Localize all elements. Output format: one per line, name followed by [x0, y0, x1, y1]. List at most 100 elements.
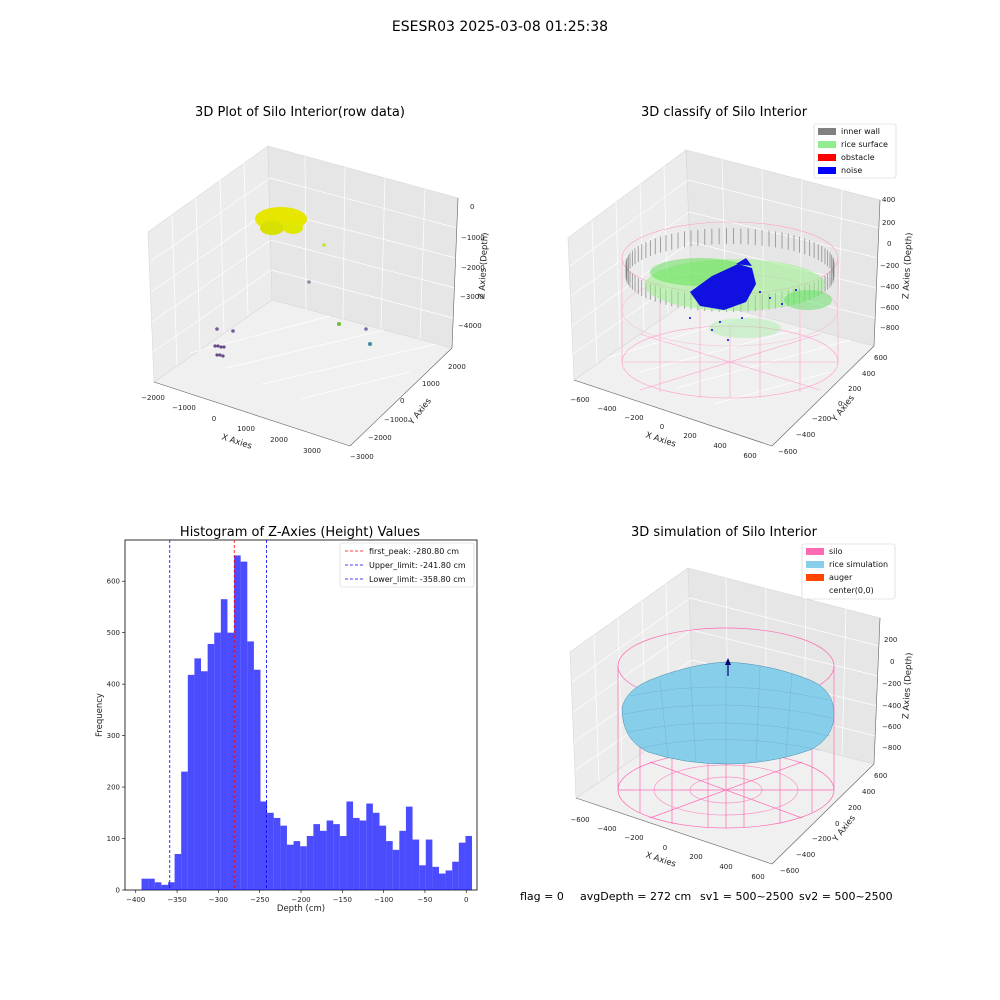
svg-text:0: 0: [400, 397, 404, 405]
svg-text:600: 600: [874, 772, 887, 780]
svg-text:200: 200: [882, 219, 895, 227]
svg-text:3000: 3000: [303, 447, 321, 455]
classify-z-axis-label: Z Axies (Depth): [901, 232, 914, 299]
histogram-bar: [326, 820, 334, 890]
svg-text:2000: 2000: [270, 436, 288, 444]
histogram-reference-lines: [169, 540, 267, 890]
raw-axes-box: [147, 145, 459, 447]
raw-y-axis-label: Y Axies: [406, 396, 434, 428]
legend-silo-swatch: [806, 548, 824, 555]
svg-text:−400: −400: [796, 851, 815, 859]
x-tick-label: −400: [126, 896, 145, 904]
sv1-status: sv1 = 500~2500: [700, 890, 794, 903]
svg-text:silo: silo: [829, 547, 843, 556]
raw-z-ticks: 0 −1000 −2000 −3000 −4000: [458, 203, 485, 330]
histogram-bar: [214, 632, 221, 890]
histogram-bar: [306, 835, 314, 890]
x-tick-label: −150: [333, 896, 352, 904]
x-tick-label: 0: [464, 896, 468, 904]
x-tick-label: −250: [250, 896, 269, 904]
svg-text:0: 0: [887, 240, 891, 248]
classify-z-ticks: 400 200 0 −200 −400 −600 −800: [880, 196, 899, 332]
y-tick-label: 500: [107, 629, 120, 637]
histogram-y-axis-label: Frequency: [95, 693, 105, 737]
svg-text:−200: −200: [882, 680, 901, 688]
svg-text:−600: −600: [570, 396, 589, 404]
histogram-x-axis-label: Depth (cm): [277, 904, 325, 914]
svg-text:600: 600: [751, 873, 764, 881]
simulation-x-ticks: −600 −400 −200 0 200 400 600: [570, 816, 764, 881]
svg-text:400: 400: [719, 863, 732, 871]
legend-inner-wall-swatch: [818, 128, 836, 135]
x-tick-label: −50: [418, 896, 433, 904]
y-tick-label: 300: [107, 732, 120, 740]
histogram-bar: [392, 849, 400, 890]
histogram-bar: [333, 824, 340, 890]
raw-x-ticks: −2000 −1000 0 1000 2000 3000: [141, 394, 321, 455]
histogram-legend: first_peak: -280.80 cm Upper_limit: -241…: [339, 542, 475, 588]
simulation-panel: 3D simulation of Silo Interior: [569, 525, 915, 881]
svg-text:−2000: −2000: [141, 394, 165, 402]
histogram-bar: [458, 842, 466, 890]
histogram-bar: [167, 882, 175, 890]
y-tick-label: 200: [107, 784, 120, 792]
svg-text:rice surface: rice surface: [841, 140, 888, 149]
histogram-bar: [280, 825, 287, 890]
raw-data-panel: 3D Plot of Silo Interior(row data): [141, 105, 491, 461]
raw-z-axis-label: Z Axies (Depth): [477, 232, 490, 299]
svg-text:0: 0: [663, 844, 667, 852]
svg-text:200: 200: [689, 853, 702, 861]
histogram-bar: [366, 803, 373, 890]
svg-text:0: 0: [212, 415, 216, 423]
histogram-y-ticks: 0 100 200 300 400 500 600: [107, 578, 125, 895]
svg-text:200: 200: [884, 636, 897, 644]
svg-text:rice simulation: rice simulation: [829, 560, 888, 569]
svg-text:−200: −200: [624, 834, 643, 842]
svg-text:−400: −400: [882, 702, 901, 710]
svg-text:−400: −400: [597, 825, 616, 833]
legend-auger-swatch: [806, 574, 824, 581]
x-tick-label: −350: [167, 896, 186, 904]
svg-text:400: 400: [862, 370, 875, 378]
simulation-legend: silo rice simulation auger center(0,0): [801, 543, 896, 600]
svg-text:−600: −600: [880, 304, 899, 312]
histogram-bar: [240, 561, 248, 890]
legend-rice-simulation-swatch: [806, 561, 824, 568]
svg-text:−2000: −2000: [461, 264, 485, 272]
svg-text:center(0,0): center(0,0): [829, 586, 874, 595]
svg-text:−600: −600: [780, 867, 799, 875]
histogram-bar: [372, 812, 380, 890]
raw-x-axis-label: X Axies: [220, 432, 253, 451]
histogram-bar: [399, 830, 406, 890]
svg-text:−200: −200: [624, 414, 643, 422]
histogram-bar: [438, 873, 446, 890]
svg-text:0: 0: [835, 820, 839, 828]
svg-text:−400: −400: [880, 283, 899, 291]
simulation-z-ticks: 200 0 −200 −400 −600 −800: [882, 636, 901, 752]
svg-text:0: 0: [890, 658, 894, 666]
svg-text:−200: −200: [812, 415, 831, 423]
svg-text:600: 600: [743, 452, 756, 460]
svg-text:400: 400: [882, 196, 895, 204]
y-tick-label: 600: [107, 578, 120, 586]
svg-text:−800: −800: [882, 744, 901, 752]
histogram-bar: [141, 878, 149, 890]
histogram-bar: [359, 820, 367, 890]
histogram-bar: [260, 801, 268, 890]
svg-text:−2000: −2000: [368, 434, 392, 442]
legend-lower-limit-label: Lower_limit: -358.80 cm: [369, 575, 466, 584]
simulation-y-axis-label: Y Axies: [830, 813, 858, 845]
simulation-y-ticks: 600 400 200 0 −200 −400 −600: [780, 772, 887, 875]
histogram-panel: Histogram of Z-Axies (Height) Values −40…: [95, 525, 478, 914]
svg-text:noise: noise: [841, 166, 862, 175]
legend-obstacle-swatch: [818, 154, 836, 161]
svg-text:200: 200: [683, 432, 696, 440]
simulation-panel-title: 3D simulation of Silo Interior: [631, 525, 818, 540]
svg-text:200: 200: [848, 385, 861, 393]
histogram-bar: [346, 801, 354, 890]
sv2-status: sv2 = 500~2500: [799, 890, 893, 903]
svg-text:200: 200: [848, 804, 861, 812]
svg-text:400: 400: [862, 788, 875, 796]
figure-title: ESESR03 2025-03-08 01:25:38: [392, 19, 608, 35]
